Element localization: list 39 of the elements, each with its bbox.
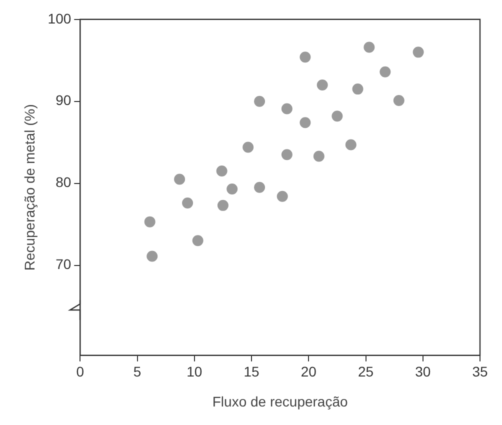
y-tick-label: 100 bbox=[48, 10, 72, 26]
point bbox=[226, 184, 238, 195]
point bbox=[281, 149, 292, 160]
point bbox=[192, 235, 204, 246]
x-tick-label: 25 bbox=[358, 364, 374, 380]
point bbox=[217, 200, 228, 211]
point bbox=[364, 42, 375, 53]
point bbox=[412, 46, 424, 58]
x-tick-label: 10 bbox=[186, 364, 202, 380]
y-tick-label: 90 bbox=[56, 92, 72, 108]
point bbox=[393, 95, 404, 106]
point bbox=[300, 117, 311, 128]
x-tick-label: 20 bbox=[300, 364, 317, 380]
point bbox=[144, 216, 156, 228]
x-tick-label: 30 bbox=[415, 364, 431, 380]
y-tick-label: 80 bbox=[56, 174, 72, 190]
x-tick-label: 0 bbox=[76, 364, 84, 380]
point bbox=[313, 150, 324, 162]
point bbox=[254, 96, 266, 107]
point bbox=[254, 182, 266, 193]
y-tick-label: 70 bbox=[56, 256, 72, 272]
point bbox=[380, 66, 391, 78]
point bbox=[146, 250, 158, 262]
y-axis-title: Recuperação de metal (%) bbox=[21, 104, 38, 271]
x-tick-label: 35 bbox=[472, 364, 488, 380]
point bbox=[345, 139, 356, 150]
point bbox=[300, 52, 311, 63]
point bbox=[174, 174, 186, 185]
x-tick-label: 15 bbox=[244, 364, 260, 380]
point bbox=[352, 84, 364, 95]
x-axis-title: Fluxo de recuperação bbox=[212, 393, 348, 410]
point bbox=[182, 197, 194, 208]
point bbox=[316, 79, 328, 90]
x-tick-label: 5 bbox=[133, 364, 142, 380]
point bbox=[216, 166, 228, 177]
point bbox=[276, 190, 288, 202]
point bbox=[332, 110, 343, 122]
point bbox=[281, 103, 292, 114]
point bbox=[242, 142, 254, 153]
